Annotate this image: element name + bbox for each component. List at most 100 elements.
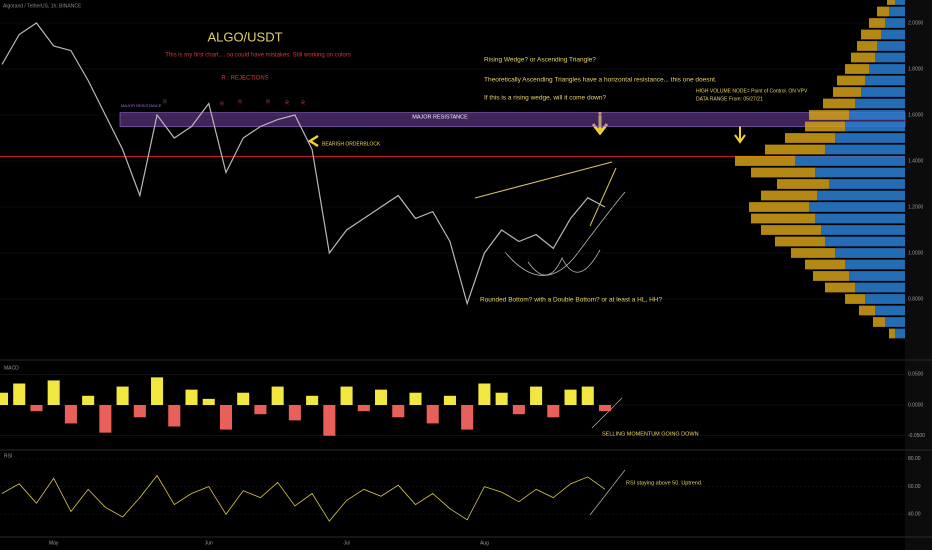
macd-bar [323,405,336,436]
volume-profile-down [785,133,835,143]
volume-profile-down [735,156,795,166]
y-tick-label: 1.6000 [908,112,924,118]
y-tick-label: 40.00 [908,512,921,518]
volume-profile-up [835,133,905,143]
macd-bar [99,405,112,433]
macd-bar [547,405,560,418]
macd-bar [340,386,353,405]
y-tick-label: 80.00 [908,456,921,462]
macd-bar [116,386,129,405]
rejection-marker: R [301,100,305,106]
volume-profile-up [881,29,905,40]
volume-profile-up [845,121,905,132]
macd-bar [512,405,525,415]
arrow [734,126,746,144]
volume-profile-up [875,52,905,63]
macd-bar [64,405,77,424]
volume-profile-down [749,202,809,212]
volume-profile-up [845,259,905,270]
macd-bar [0,392,9,405]
macd-bar [530,386,543,405]
volume-profile-down [889,328,895,339]
macd-bar [271,386,284,405]
macd-bar [30,405,43,412]
volume-profile-down [765,144,825,155]
rejection-marker: R [285,100,289,106]
volume-profile-up [829,179,905,189]
rejection-marker: R [266,99,270,105]
volume-profile-down [837,75,865,86]
macd-bar [185,389,198,405]
volume-profile-down [851,52,875,63]
rejection-marker: R [238,99,242,105]
macd-bar [82,395,95,405]
annotation: Theoretically Ascending Triangles have a… [484,77,717,84]
macd-bar [409,392,422,405]
double-bottom-curve [527,249,601,276]
volume-profile-down [825,282,855,293]
volume-profile-up [815,167,905,178]
macd-bar [443,395,456,405]
macd-bar [13,383,26,405]
macd-bar [47,380,60,405]
annotation: DATA RANGE From: 05/27/21 [696,96,763,102]
annotation: BEARISH ORDERBLOCK [322,141,381,147]
volume-profile-down [775,236,825,247]
volume-profile-up [849,271,905,281]
volume-profile-up [809,202,905,212]
trend-line [591,397,623,429]
volume-profile-up [875,305,905,316]
y-tick-label: 0.0000 [908,402,924,408]
curve [579,191,626,251]
macd-bar [598,405,612,412]
wedge-line [474,161,613,199]
y-tick-label: 1.0000 [908,250,924,256]
volume-profile-down [823,98,855,109]
annotation: Rounded Bottom? with a Double Bottom? or… [480,297,662,304]
volume-profile-down [859,305,875,316]
annotation: MAJOR RESISTANCE [412,114,468,120]
volume-profile-down [813,271,849,281]
x-tick-label: Jun [205,540,213,546]
pane-label: RSI [4,453,12,459]
volume-profile-up [855,282,905,293]
volume-profile-up [895,0,905,5]
macd-bar [478,383,491,405]
macd-bar [357,405,370,412]
volume-profile-up [855,98,905,109]
volume-profile-down [777,179,829,189]
volume-profile-up [877,41,905,51]
volume-profile-down [887,0,895,5]
volume-profile-down [809,110,849,120]
volume-profile-up [895,328,905,339]
macd-bar [219,405,233,430]
volume-profile-up [865,75,905,86]
y-tick-label: 2.0000 [908,20,924,26]
volume-profile-down [845,64,869,74]
trend-line [589,469,626,516]
volume-profile-up [821,225,905,235]
macd-bar [426,405,439,424]
volume-profile-up [817,190,905,201]
y-tick-label: 1.4000 [908,158,924,164]
resistance-zone [119,112,906,127]
volume-profile-down [791,248,835,258]
macd-bar [581,386,594,405]
arrow [307,134,319,148]
volume-profile-up [815,213,905,224]
volume-profile-down [833,87,861,97]
volume-profile-down [805,259,845,270]
macd-bar [564,389,577,405]
macd-bar [254,405,267,415]
volume-profile-up [869,64,905,74]
volume-profile-up [825,236,905,247]
wedge-line [589,167,617,227]
y-tick-label: 1.2000 [908,204,924,210]
volume-profile-down [761,190,817,201]
volume-profile-up [885,317,905,327]
annotation: MAJOR RESISTANCE [121,103,162,108]
volume-profile-down [845,294,865,304]
volume-profile-up [795,156,905,166]
